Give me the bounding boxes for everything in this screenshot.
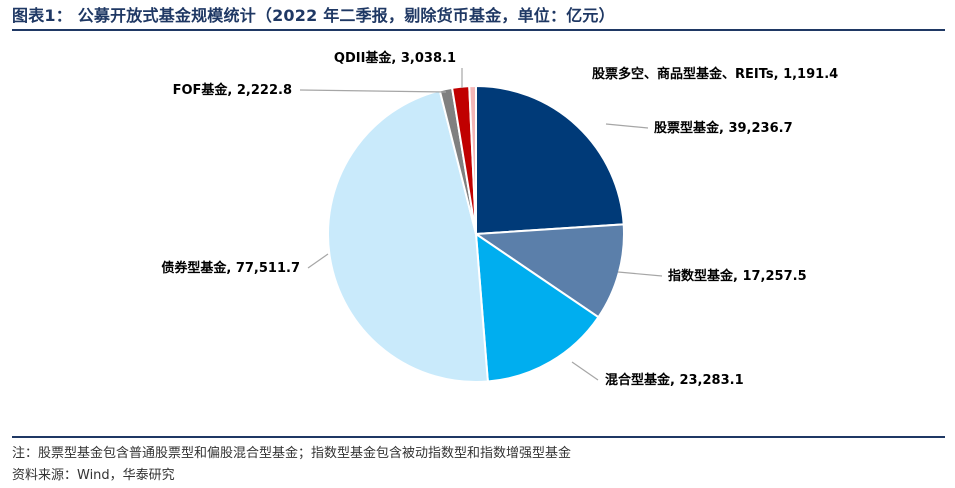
leader-line <box>605 123 649 129</box>
footnote: 注：股票型基金包含普通股票型和偏股混合型基金；指数型基金包含被动指数型和指数增强… <box>12 446 572 461</box>
slice-label: QDII基金, 3,038.1 <box>334 50 456 66</box>
leader-line <box>307 253 329 269</box>
source-note: 资料来源：Wind，华泰研究 <box>12 468 175 483</box>
slice-label: FOF基金, 2,222.8 <box>173 82 292 98</box>
pie-slice <box>473 223 626 319</box>
leader-line <box>571 361 599 381</box>
pie-slice <box>327 89 489 383</box>
footer-rule <box>12 436 945 438</box>
pie-slice <box>474 231 600 383</box>
leader-line <box>299 89 447 93</box>
slice-label: 股票型基金, 39,236.7 <box>654 120 793 136</box>
chart-title: 图表1： 公募开放式基金规模统计（2022 年二季报，剔除货币基金，单位：亿元） <box>12 6 615 25</box>
title-rule <box>12 29 945 31</box>
slice-label: 股票多空、商品型基金、REITs, 1,191.4 <box>592 66 838 82</box>
leader-line <box>617 271 663 277</box>
pie-chart: 股票型基金, 39,236.7 指数型基金, 17,257.5 混合型基金, 23,… <box>161 50 838 388</box>
slice-label: 混合型基金, 23,283.1 <box>605 372 744 388</box>
pie-slice <box>475 84 625 236</box>
pie-slice <box>468 84 477 235</box>
slice-label: 指数型基金, 17,257.5 <box>668 268 807 284</box>
slice-label: 债券型基金, 77,511.7 <box>161 260 300 276</box>
